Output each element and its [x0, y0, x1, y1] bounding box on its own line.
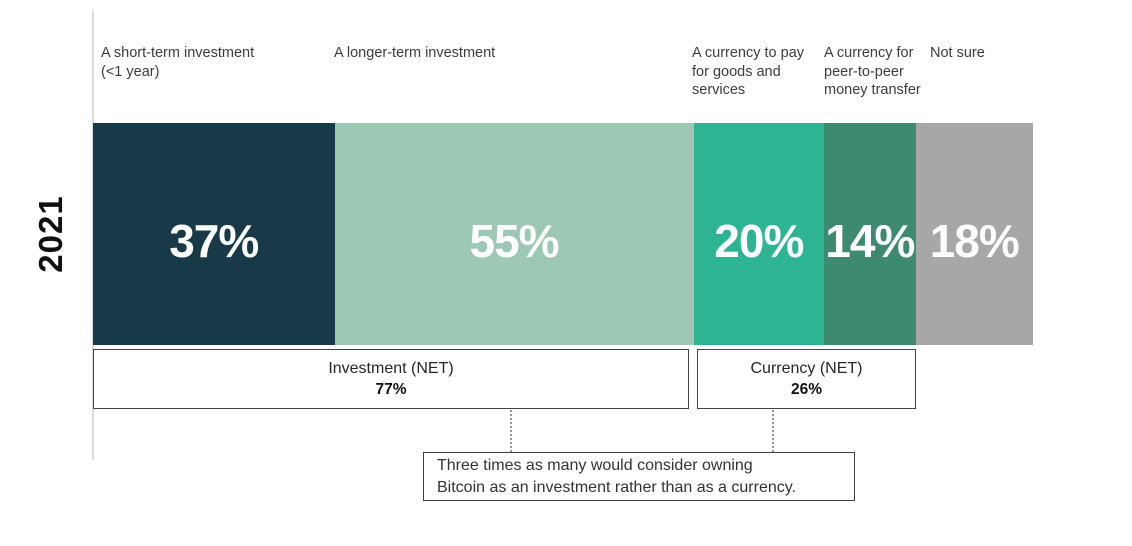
investment-net-label: Investment (NET): [328, 360, 454, 377]
category-label-currency-peer-to-peer: A currency for peer-to-peer money transf…: [824, 45, 921, 98]
currency-net-box: Currency (NET) 26%: [697, 349, 916, 409]
bar-segment-currency-peer-to-peer: 14%: [824, 123, 916, 345]
bar-segment-not-sure: 18%: [915, 123, 1034, 345]
stacked-bar: 37% 55% 20% 14% 18%: [93, 123, 1034, 345]
year-label: 2021: [32, 195, 69, 273]
segment-value-label: 14%: [825, 215, 915, 267]
bar-segment-currency-goods-services: 20%: [693, 123, 825, 345]
segment-value-label: 20%: [714, 215, 804, 267]
category-label-not-sure: Not sure: [930, 45, 985, 61]
investment-net-box: Investment (NET) 77%: [93, 349, 689, 409]
segment-value-label: 18%: [929, 215, 1020, 267]
segment-value-label: 37%: [169, 215, 259, 267]
category-label-currency-goods-services: A currency to pay for goods and services: [692, 45, 805, 98]
annotation-line-1: Three times as many would consider ownin…: [437, 457, 753, 474]
segment-value-label: 55%: [469, 215, 560, 267]
currency-net-value: 26%: [790, 381, 823, 398]
currency-callout-connector: [772, 410, 774, 452]
investment-net-value: 77%: [375, 381, 407, 398]
category-label-short-term-investment: A short-term investment (<1 year): [101, 45, 255, 80]
annotation-callout: Three times as many would consider ownin…: [423, 452, 855, 501]
currency-net-label: Currency (NET): [750, 360, 863, 377]
bar-segment-longer-term-investment: 55%: [334, 123, 694, 345]
bar-segment-short-term-investment: 37%: [93, 123, 335, 345]
category-label-longer-term-investment: A longer-term investment: [334, 45, 496, 61]
annotation-line-2: Bitcoin as an investment rather than as …: [437, 478, 796, 496]
investment-callout-connector: [510, 410, 512, 452]
